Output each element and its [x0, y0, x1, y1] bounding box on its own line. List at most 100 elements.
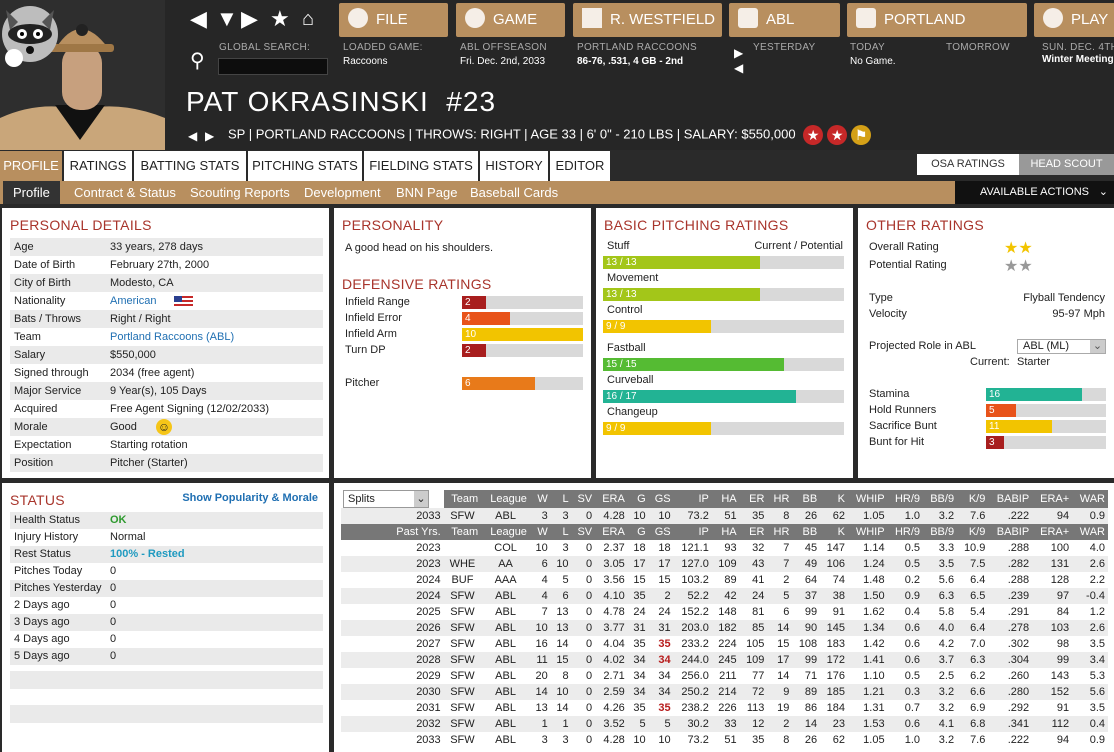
stats-cell: 2028: [341, 652, 444, 668]
personality-panel: PERSONALITY A good head on his shoulders…: [334, 208, 591, 478]
back-arrow-icon[interactable]: ◀: [190, 6, 207, 31]
splits-select-box[interactable]: Splits ⌄: [343, 490, 429, 508]
stats-column-header[interactable]: IP: [673, 490, 712, 508]
file-menu-button[interactable]: FILE: [339, 3, 448, 37]
stats-column-header[interactable]: WAR: [1072, 490, 1108, 508]
stats-column-header[interactable]: League: [481, 490, 530, 508]
prev-player-icon[interactable]: ◀: [188, 129, 198, 143]
stats-column-header[interactable]: K: [820, 490, 848, 508]
stats-column-header[interactable]: GS: [648, 490, 674, 508]
stats-column-header[interactable]: BABIP: [988, 490, 1033, 508]
tab-batting-stats[interactable]: BATTING STATS: [134, 151, 246, 181]
detail-value[interactable]: American: [110, 295, 157, 307]
stats-column-header[interactable]: ERA: [595, 524, 628, 540]
stats-column-header[interactable]: IP: [673, 524, 712, 540]
stats-column-header[interactable]: W: [529, 490, 551, 508]
stats-column-header[interactable]: BABIP: [988, 524, 1033, 540]
osa-ratings-toggle[interactable]: OSA RATINGS: [917, 154, 1019, 175]
stats-column-header[interactable]: Team: [443, 490, 482, 508]
stats-column-header[interactable]: WAR: [1072, 524, 1108, 540]
current-potential-header: Current / Potential: [754, 240, 843, 252]
stats-column-header[interactable]: L: [550, 524, 572, 540]
stats-column-header[interactable]: L: [550, 490, 572, 508]
stats-cell: BUF: [451, 574, 474, 586]
subtab-profile[interactable]: Profile: [3, 181, 60, 204]
stats-column-header[interactable]: Team: [443, 524, 482, 540]
stats-column-header[interactable]: WHIP: [847, 524, 888, 540]
stats-column-header[interactable]: HR: [767, 524, 793, 540]
stats-column-header[interactable]: SV: [571, 490, 596, 508]
home-icon[interactable]: ⌂: [302, 8, 315, 30]
stats-column-header[interactable]: BB: [792, 490, 821, 508]
stats-column-header[interactable]: HA: [711, 524, 740, 540]
subtab-bnn[interactable]: BNN Page: [396, 185, 458, 200]
global-search-input[interactable]: [218, 58, 328, 75]
subtab-development[interactable]: Development: [304, 185, 381, 200]
stats-column-header[interactable]: HA: [711, 490, 740, 508]
stats-column-header[interactable]: W: [529, 524, 551, 540]
stats-column-header[interactable]: K/9: [957, 524, 989, 540]
stats-column-header[interactable]: K: [820, 524, 848, 540]
stats-column-header[interactable]: ERA+: [1032, 490, 1073, 508]
stats-column-header[interactable]: GS: [648, 524, 674, 540]
stats-column-header[interactable]: BB/9: [923, 490, 958, 508]
available-actions-button[interactable]: AVAILABLE ACTIONS ⌄: [955, 181, 1114, 204]
stats-column-header[interactable]: HR: [767, 490, 793, 508]
stats-column-header[interactable]: WHIP: [847, 490, 888, 508]
status-label: Pitches Yesterday: [14, 582, 102, 594]
prev-day-icon[interactable]: ▶: [734, 46, 744, 60]
role-select[interactable]: ABL (ML) ⌄: [1017, 339, 1106, 354]
next-player-icon[interactable]: ▶: [205, 129, 215, 143]
detail-value: $550,000: [110, 349, 156, 361]
tab-ratings[interactable]: RATINGS: [64, 151, 132, 181]
stats-cell: SFW: [443, 588, 482, 604]
detail-value[interactable]: Portland Raccoons (ABL): [110, 331, 235, 343]
game-menu-button[interactable]: GAME: [456, 3, 565, 37]
head-scout-toggle[interactable]: HEAD SCOUT: [1019, 154, 1114, 175]
stats-cell: 90: [792, 620, 821, 636]
stats-column-header[interactable]: K/9: [957, 490, 989, 508]
stats-column-header[interactable]: League: [481, 524, 530, 540]
stats-cell: 0.6: [904, 638, 921, 650]
next-day-icon[interactable]: ◀: [734, 61, 744, 75]
stats-column-header[interactable]: HR/9: [887, 524, 924, 540]
stats-column-header[interactable]: ERA+: [1032, 524, 1073, 540]
manager-menu-button[interactable]: R. WESTFIELD: [573, 3, 722, 37]
play-menu-button[interactable]: PLAY: [1034, 3, 1114, 37]
stats-column-header[interactable]: HR/9: [887, 490, 924, 508]
stats-column-header[interactable]: BB: [792, 524, 821, 540]
stats-cell: SFW: [450, 734, 475, 746]
subtab-baseball-cards[interactable]: Baseball Cards: [470, 185, 559, 200]
team-menu-button[interactable]: PORTLAND: [847, 3, 1027, 37]
stats-column-header[interactable]: BB/9: [923, 524, 958, 540]
stats-row: 2030 SFW ABL 14 10 0 2.59 34 34 250.2 214 72 9 89 185 1…: [341, 684, 1108, 700]
stats-row: 2023 COL 10 3 0 2.37 18 18 121.1 93 32 7 45 147 1.14 0.…: [341, 540, 1108, 556]
stats-cell: 24: [658, 606, 671, 618]
stats-column-header[interactable]: ERA: [595, 490, 628, 508]
search-icon[interactable]: ⚲: [190, 50, 205, 72]
stats-column-header[interactable]: ER: [739, 490, 768, 508]
tab-editor[interactable]: EDITOR: [550, 151, 610, 181]
league-menu-button[interactable]: ABL: [729, 3, 840, 37]
stats-column-header[interactable]: G: [627, 490, 649, 508]
forward-arrow-icon[interactable]: ▶: [241, 6, 258, 31]
team-record-value: 86-76, .531, 4 GB - 2nd: [577, 56, 684, 67]
stats-column-header[interactable]: G: [627, 524, 649, 540]
subtab-scouting[interactable]: Scouting Reports: [190, 185, 290, 200]
tab-history[interactable]: HISTORY: [480, 151, 548, 181]
tab-profile[interactable]: PROFILE: [0, 151, 62, 181]
stats-cell: 34: [627, 652, 649, 668]
detail-label: Position: [14, 457, 54, 469]
tab-pitching-stats[interactable]: PITCHING STATS: [248, 151, 362, 181]
dropdown-arrow-icon[interactable]: ▼: [216, 6, 238, 31]
stats-cell: 3.4: [1072, 652, 1108, 668]
subtab-contract[interactable]: Contract & Status: [74, 185, 176, 200]
defense-bar: 10: [462, 328, 583, 341]
stats-column-header[interactable]: ER: [739, 524, 768, 540]
splits-select[interactable]: Splits ⌄: [341, 490, 444, 508]
star-icon[interactable]: ★: [270, 6, 290, 31]
stats-column-header[interactable]: SV: [571, 524, 596, 540]
tab-fielding-stats[interactable]: FIELDING STATS: [364, 151, 478, 181]
stats-cell: [444, 540, 482, 556]
show-popularity-link[interactable]: Show Popularity & Morale: [182, 492, 318, 504]
